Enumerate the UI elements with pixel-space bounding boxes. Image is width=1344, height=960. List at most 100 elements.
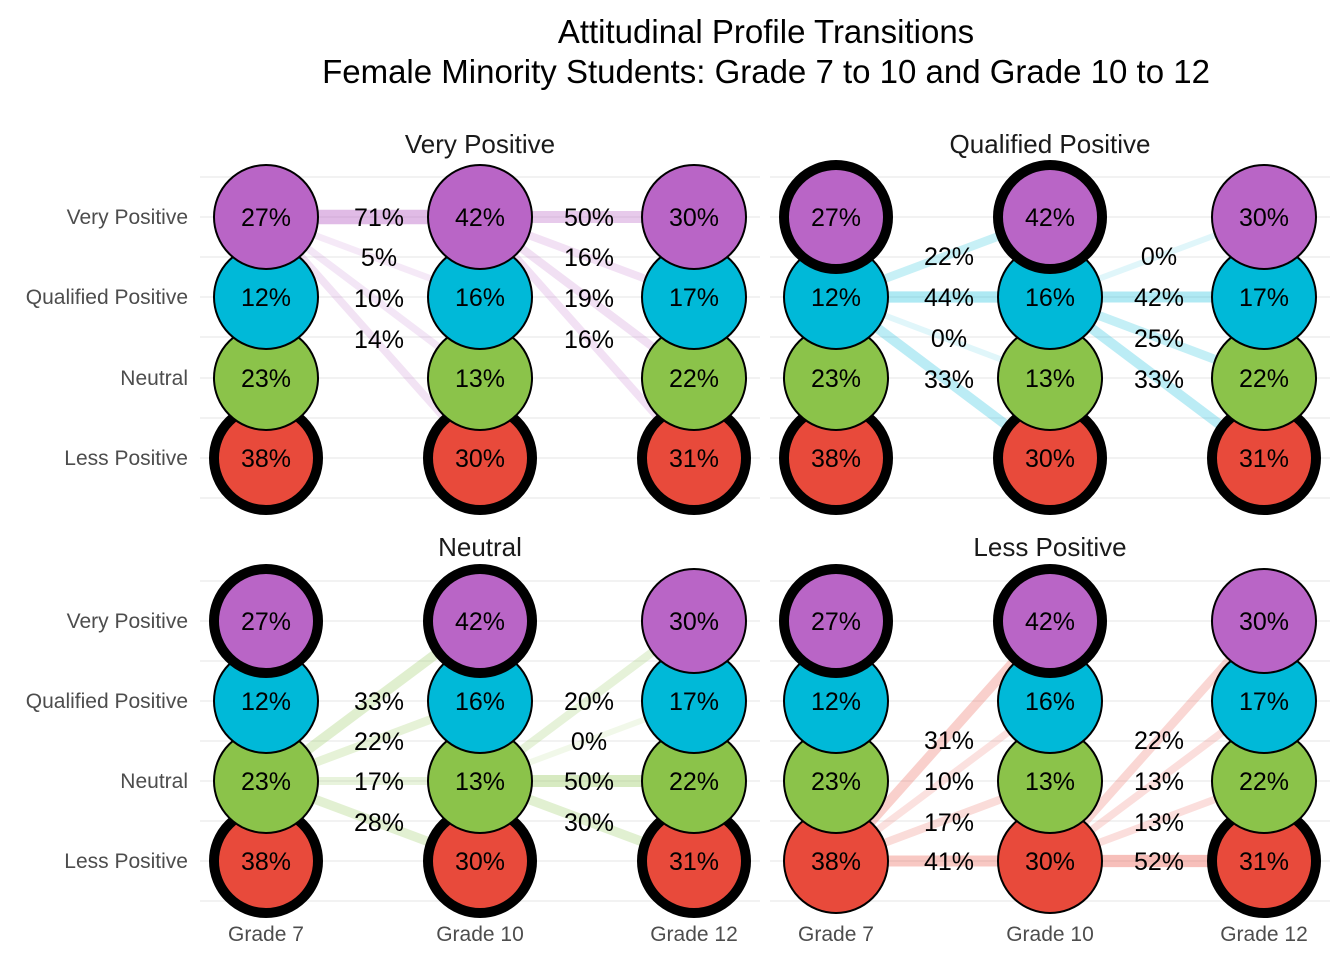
flow-label: 71%: [354, 204, 404, 232]
node-very-positive: [641, 568, 747, 674]
panels: Very Positive 27% 12% 23% 38% 42% 16% 13% 30% 30%…: [26, 129, 1330, 946]
nodes: 27% 12% 23% 38% 42% 16% 13% 30% 30% 17% 22% 31%: [209, 564, 751, 918]
node-label: 38%: [241, 848, 291, 876]
flow-label: 0%: [571, 728, 607, 756]
node-label: 42%: [455, 608, 505, 636]
node-very-positive: [993, 564, 1107, 678]
flow-label: 16%: [564, 244, 614, 272]
panel-title: Neutral: [438, 532, 522, 562]
flow-label: 5%: [361, 244, 397, 272]
y-tick-label: Neutral: [120, 367, 188, 390]
node-very-positive: [423, 564, 537, 678]
node-very-positive: [1211, 164, 1317, 270]
nodes: 27% 12% 23% 38% 42% 16% 13% 30% 30% 17% 22% 31%: [779, 160, 1321, 515]
node-label: 30%: [1025, 848, 1075, 876]
panel-title: Qualified Positive: [950, 129, 1151, 159]
x-tick-label: Grade 12: [650, 923, 738, 946]
node-label: 23%: [241, 365, 291, 393]
node-very-positive: [213, 164, 319, 270]
node-label: 27%: [241, 608, 291, 636]
chart-title: Attitudinal Profile Transitions: [558, 13, 974, 50]
node-label: 16%: [455, 688, 505, 716]
x-tick-label: Grade 10: [436, 923, 524, 946]
x-tick-label: Grade 12: [1220, 923, 1308, 946]
flow-label: 19%: [564, 285, 614, 313]
node-label: 30%: [1239, 204, 1289, 232]
nodes: 27% 12% 23% 38% 42% 16% 13% 30% 30% 17% 22% 31%: [779, 564, 1321, 918]
flow-label: 10%: [354, 285, 404, 313]
node-label: 12%: [811, 284, 861, 312]
node-very-positive: [779, 564, 893, 678]
node-label: 23%: [811, 365, 861, 393]
flow-label: 17%: [924, 809, 974, 837]
flow-label: 30%: [564, 809, 614, 837]
node-label: 31%: [669, 445, 719, 473]
node-label: 30%: [669, 608, 719, 636]
flow-label: 41%: [924, 848, 974, 876]
flow-label: 0%: [931, 325, 967, 353]
node-label: 31%: [669, 848, 719, 876]
flow-label: 13%: [1134, 768, 1184, 796]
node-label: 30%: [1239, 608, 1289, 636]
y-tick-label: Very Positive: [67, 206, 188, 229]
flow-label: 10%: [924, 768, 974, 796]
chart-subtitle: Female Minority Students: Grade 7 to 10 …: [322, 53, 1210, 90]
node-label: 31%: [1239, 445, 1289, 473]
flow-label: 17%: [354, 768, 404, 796]
node-label: 13%: [1025, 768, 1075, 796]
flow-labels: 22% 44% 0% 33% 0% 42% 25% 33%: [924, 243, 1184, 394]
flow-labels: 33% 22% 17% 28% 20% 0% 50% 30%: [354, 688, 614, 837]
node-label: 30%: [1025, 445, 1075, 473]
node-very-positive: [993, 160, 1107, 274]
flow-label: 33%: [1134, 366, 1184, 394]
panel-very-positive: Very Positive 27% 12% 23% 38% 42% 16% 13% 30% 30%…: [26, 129, 760, 515]
flow-label: 33%: [354, 688, 404, 716]
flow-label: 31%: [924, 727, 974, 755]
node-label: 22%: [669, 768, 719, 796]
node-label: 16%: [1025, 688, 1075, 716]
node-label: 13%: [455, 365, 505, 393]
flow-label: 25%: [1134, 325, 1184, 353]
y-tick-label: Less Positive: [64, 850, 188, 873]
flow-label: 14%: [354, 326, 404, 354]
nodes: 27% 12% 23% 38% 42% 16% 13% 30% 30% 17% 22% 31%: [209, 164, 751, 515]
node-label: 13%: [455, 768, 505, 796]
flow-label: 42%: [1134, 284, 1184, 312]
node-label: 12%: [811, 688, 861, 716]
node-very-positive: [209, 564, 323, 678]
node-very-positive: [779, 160, 893, 274]
x-tick-label: Grade 10: [1006, 923, 1094, 946]
node-label: 30%: [669, 204, 719, 232]
flow-label: 50%: [564, 768, 614, 796]
flow-band: [1046, 618, 1268, 864]
node-label: 27%: [811, 204, 861, 232]
node-label: 27%: [811, 608, 861, 636]
y-tick-label: Neutral: [120, 770, 188, 793]
node-very-positive: [1211, 568, 1317, 674]
node-label: 13%: [1025, 365, 1075, 393]
node-label: 31%: [1239, 848, 1289, 876]
node-label: 12%: [241, 688, 291, 716]
node-label: 17%: [1239, 688, 1289, 716]
node-label: 38%: [241, 445, 291, 473]
flow-labels: 71% 5% 10% 14% 50% 16% 19% 16%: [354, 204, 614, 354]
node-label: 22%: [1239, 365, 1289, 393]
panel-title: Less Positive: [973, 532, 1126, 562]
flow-label: 44%: [924, 284, 974, 312]
node-label: 12%: [241, 284, 291, 312]
node-label: 42%: [1025, 608, 1075, 636]
flow-label: 50%: [564, 204, 614, 232]
node-label: 23%: [811, 768, 861, 796]
node-label: 23%: [241, 768, 291, 796]
node-label: 17%: [1239, 284, 1289, 312]
panel-neutral: Neutral 27% 12% 23% 38% 42% 16% 13% 30% 30% 17% 22%…: [26, 532, 760, 946]
flow-label: 33%: [924, 366, 974, 394]
x-tick-label: Grade 7: [798, 923, 874, 946]
node-label: 16%: [1025, 284, 1075, 312]
node-label: 17%: [669, 688, 719, 716]
flow-labels: 31% 10% 17% 41% 22% 13% 13% 52%: [924, 727, 1184, 876]
node-label: 16%: [455, 284, 505, 312]
node-label: 38%: [811, 445, 861, 473]
flow-label: 20%: [564, 688, 614, 716]
